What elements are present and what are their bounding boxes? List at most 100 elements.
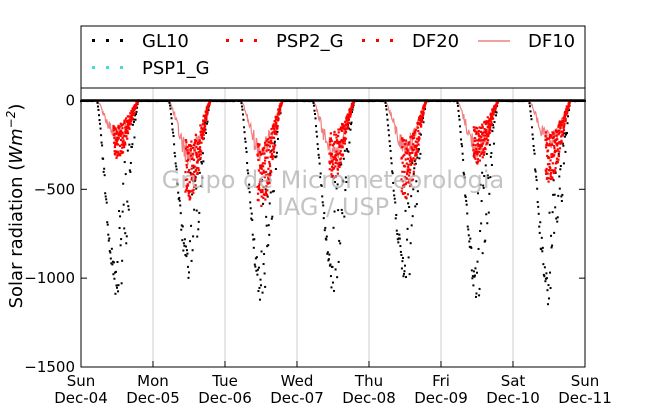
point-PSP2_G-2-29 [264,144,267,147]
point-PSP2_G-1-30 [192,158,195,161]
point-DF20-6-35 [554,141,557,144]
point-PSP2_G-4-20 [406,152,409,155]
point-DF20-1-24 [191,172,194,176]
point-GL10-2-55 [252,238,255,241]
point-GL10-6-39 [532,137,535,140]
point-DF20-0-34 [121,123,125,126]
point-PSP2_G-0-5 [113,145,116,149]
point-DF20-6-16 [548,169,552,172]
point-GL10-2-86 [268,233,271,236]
point-DF20-6-26 [551,162,554,165]
point-DF20-4-24 [407,165,410,169]
point-DF20-5-40 [483,137,486,140]
point-GL10-2-50 [249,207,252,210]
point-DF20-5-0 [472,143,475,146]
point-GL10-3-97 [345,148,348,151]
point-PSP2_G-3-32 [337,128,340,131]
point-GL10-4-55 [396,233,399,236]
point-DF20-6-29 [552,132,555,135]
point-GL10-0-32 [96,101,99,104]
point-GL10-5-80 [481,171,484,174]
point-DF20-1-51 [198,139,201,142]
point-DF20-6-17 [549,133,552,137]
point-GL10-4-60 [398,237,401,240]
point-GL10-2-99 [274,167,277,170]
point-GL10-2-87 [268,202,271,205]
point-DF20-0-24 [119,130,122,134]
point-PSP2_G-0-10 [115,138,118,141]
point-GL10-2-59 [254,265,257,268]
point-DF20-3-47 [341,154,344,157]
point-GL10-0-68 [114,270,117,273]
point-PSP2_G-2-47 [269,155,272,159]
point-PSP2_G-6-69 [563,114,566,117]
point-GL10-6-69 [547,284,550,287]
point-DF20-4-42 [412,143,415,146]
point-PSP2_G-1-27 [191,146,195,150]
point-DF20-6-77 [565,112,569,115]
point-GL10-6-61 [543,275,546,278]
point-GL10-6-62 [543,266,546,269]
point-DF20-5-7 [474,152,477,155]
point-DF20-0-43 [124,135,127,138]
point-GL10-3-74 [334,181,337,184]
point-GL10-6-81 [553,193,556,196]
point-GL10-5-83 [482,186,485,189]
point-DF20-2-2 [256,143,260,146]
point-GL10-1-101 [203,121,206,124]
point-GL10-0-69 [115,284,118,287]
x-tick-date-6: Dec-10 [486,389,540,407]
point-DF20-6-32 [553,146,556,150]
point-DF20-3-9 [330,165,334,168]
point-GL10-2-71 [260,250,263,253]
point-DF20-6-40 [555,161,558,165]
point-GL10-3-101 [347,127,350,130]
point-DF20-4-51 [414,128,417,132]
point-DF20-5-61 [489,119,492,122]
point-GL10-0-77 [119,244,122,247]
point-DF20-3-50 [342,126,345,129]
point-GL10-4-82 [410,195,413,198]
point-PSP2_G-6-57 [560,130,563,133]
point-DF20-2-32 [265,149,268,152]
point-DF20-5-52 [486,139,490,142]
point-PSP2_G-6-12 [547,137,550,140]
point-GL10-0-37 [99,122,102,125]
point-GL10-4-93 [415,203,418,206]
point-GL10-4-86 [412,188,415,191]
point-DF20-2-12 [259,153,262,156]
point-GL10-0-73 [117,284,120,287]
point-DF20-3-37 [338,152,341,155]
point-GL10-2-61 [255,269,258,272]
point-PSP2_G-4-32 [409,156,412,159]
point-DF20-5-25 [479,143,482,147]
point-DF20-2-33 [265,194,268,197]
x-tick-day-3: Wed [281,372,314,390]
point-DF20-6-72 [564,119,567,122]
point-DF20-3-31 [337,134,340,138]
point-GL10-4-32 [384,101,387,104]
point-PSP2_G-5-63 [490,117,493,120]
point-DF20-1-55 [199,153,202,156]
point-PSP2_G-0-31 [121,146,124,149]
point-DF20-0-68 [131,117,134,120]
point-DF20-2-71 [276,127,279,130]
point-DF20-5-33 [481,125,484,128]
point-GL10-2-78 [264,285,267,288]
point-DF20-2-4 [257,199,260,202]
point-GL10-2-52 [250,212,253,215]
point-GL10-5-82 [482,184,485,187]
legend-item-PSP1_G: PSP1_G [92,58,210,79]
point-GL10-3-51 [322,204,325,207]
point-GL10-6-78 [552,193,555,196]
point-GL10-0-79 [120,282,123,285]
point-DF20-1-86 [208,101,211,105]
point-DF20-6-38 [555,138,558,141]
point-PSP2_G-5-70 [492,117,495,120]
point-DF20-4-49 [414,154,417,157]
point-PSP2_G-1-5 [185,186,188,189]
point-GL10-0-45 [103,167,106,170]
point-DF20-2-11 [259,178,262,181]
point-GL10-5-85 [483,240,486,243]
point-GL10-3-50 [321,201,324,204]
